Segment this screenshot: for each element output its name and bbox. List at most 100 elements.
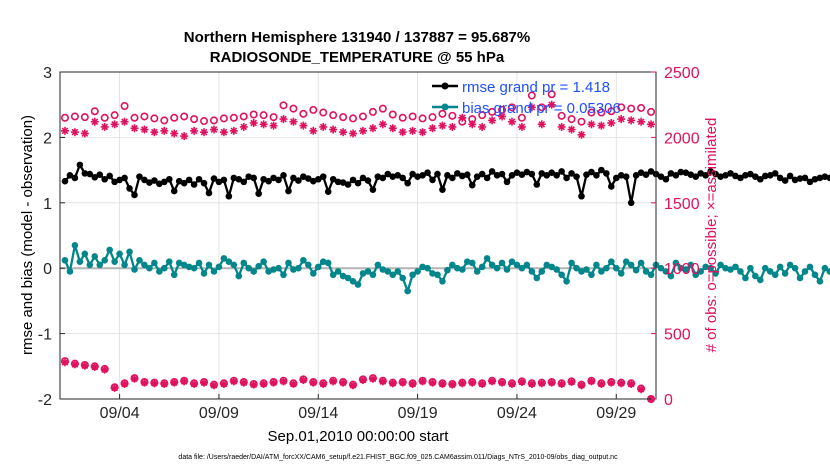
assimilated-marker [329,125,338,134]
rmse-point [776,174,784,182]
bias-point [637,259,645,267]
possible-marker [388,110,397,119]
bias-point [727,266,734,273]
rmse-point [146,179,153,186]
bias-point [682,266,690,273]
rmse-point [161,178,168,186]
y-right-tick-label: 1500 [664,196,700,213]
rmse-point [404,179,411,187]
assimilated-marker [547,100,556,109]
bias-point [379,266,387,273]
bias-point [141,261,148,269]
bias-point [801,268,809,275]
possible-marker [587,108,596,117]
rmse-point [305,175,312,182]
rmse-point [280,172,287,179]
possible-marker [239,112,248,121]
bias-point [334,268,342,275]
rmse-point [707,168,714,175]
assimilated-marker [120,117,129,126]
bias-point [156,268,163,275]
assimilated_low-marker [190,379,199,388]
assimilated-marker [627,116,636,125]
rmse-point [722,172,729,179]
rmse-point [632,172,640,179]
rmse-point [463,171,471,178]
assimilated_low-marker [597,379,606,388]
bias-point [255,262,262,270]
bias-point [384,268,392,275]
rmse-point [96,171,104,178]
bias-point [324,259,332,267]
rmse-point [419,172,426,179]
assimilated_low-marker [468,378,477,387]
legend: rmse grand pr = 1.418 bias grand pr = 0.… [432,79,621,117]
possible-marker [627,104,636,113]
rmse-point [314,175,322,183]
assimilated_low-marker [418,377,427,386]
rmse-point [344,181,352,188]
assimilated_low-marker [617,379,626,388]
rmse-point [399,174,407,182]
rmse-point [687,171,695,178]
rmse-point [141,176,148,184]
rmse-point [185,176,193,184]
bias-point [295,264,302,272]
bias-point [444,266,451,274]
assimilated_low-marker [488,377,497,386]
assimilated_low-marker [637,385,646,394]
bias-point [722,264,729,272]
bias-point [523,261,531,269]
possible-marker [339,113,348,122]
rmse-point [374,173,382,180]
rmse-point [439,186,446,194]
possible-marker [547,90,556,99]
assimilated-marker [209,125,218,134]
bias-point [761,264,769,272]
y-right-tick-label: 1000 [664,261,700,278]
bias-point [588,271,595,279]
plot-frame [59,71,657,400]
bias-point [180,261,188,269]
bias-point [111,258,118,265]
bias-point [76,258,84,265]
assimilated-marker [140,125,149,134]
bias-point [548,263,555,271]
bias-point [81,250,89,258]
rmse-point [200,179,208,187]
bias-point [568,259,575,267]
assimilated-marker [249,119,258,128]
rmse-point [667,170,675,177]
assimilated-marker [190,126,199,135]
possible-marker [537,103,546,112]
bias-point [96,261,104,269]
possible-marker [617,103,626,112]
bias-point [766,268,774,275]
possible-marker [209,116,218,125]
legend-bias-marker [441,103,449,111]
possible-marker [309,105,318,114]
assimilated-marker [150,128,159,137]
assimilated-marker [438,121,447,130]
assimilated_low-marker [587,377,596,386]
bias-point [598,268,605,275]
assimilated-marker [160,126,169,135]
assimilated-marker [507,117,516,126]
rmse-point [697,170,704,177]
assimilated_low-marker [160,379,169,388]
possible-marker [259,111,268,120]
bias-point [692,271,700,279]
possible-marker [329,111,338,120]
assimilated_low-marker [557,379,566,388]
possible-marker [438,109,447,118]
assimilated_low-marker [428,378,437,387]
possible-marker [110,111,119,120]
rmse-point [573,173,580,180]
rmse-point [235,175,243,183]
assimilated-marker [408,126,417,135]
rmse-point [468,181,476,189]
assimilated-marker [468,120,477,129]
assimilated_low-marker [458,379,467,388]
bias-point [826,268,830,275]
bias-point [151,259,158,267]
